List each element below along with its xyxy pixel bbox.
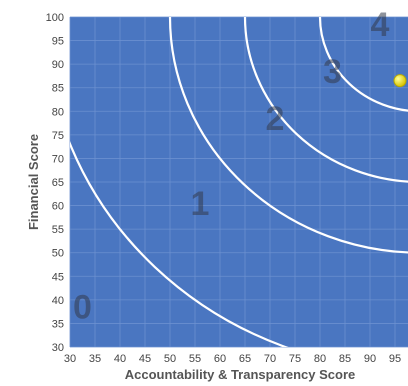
x-tick-label: 35 xyxy=(89,353,101,365)
y-tick-label: 30 xyxy=(52,342,64,354)
x-tick-label: 30 xyxy=(64,353,76,365)
x-tick-label: 85 xyxy=(339,353,351,365)
data-points xyxy=(393,74,407,88)
y-axis-title: Financial Score xyxy=(26,134,41,230)
y-tick-label: 75 xyxy=(52,130,64,142)
y-tick-label: 80 xyxy=(52,106,64,118)
y-tick-label: 85 xyxy=(52,83,64,95)
y-tick-label: 50 xyxy=(52,248,64,260)
y-tick-label: 65 xyxy=(52,177,64,189)
y-tick-label: 100 xyxy=(46,12,64,24)
zone-labels: 0 1 234 xyxy=(73,6,390,327)
x-tick-label: 40 xyxy=(114,353,126,365)
x-tick-label: 65 xyxy=(239,353,251,365)
x-tick-label: 45 xyxy=(139,353,151,365)
x-tick-label: 55 xyxy=(189,353,201,365)
x-tick-label: 90 xyxy=(364,353,376,365)
grid-lines xyxy=(69,16,408,348)
x-tick-label: 50 xyxy=(164,353,176,365)
y-axis-ticks: 30 35 40 45 50 55 60 65 70 75 80 85 90 95 100 xyxy=(46,12,64,354)
zone-label-0: 0 xyxy=(73,289,92,327)
y-tick-label: 95 xyxy=(52,36,64,48)
zone-label-1: 1 xyxy=(191,185,210,223)
x-tick-label: 60 xyxy=(214,353,226,365)
y-tick-label: 60 xyxy=(52,201,64,213)
y-tick-label: 90 xyxy=(52,59,64,71)
zone-label-2: 2 xyxy=(266,100,285,138)
zone-label-3: 3 xyxy=(323,53,342,91)
y-tick-label: 35 xyxy=(52,318,64,330)
x-tick-label: 80 xyxy=(314,353,326,365)
y-tick-label: 55 xyxy=(52,224,64,236)
x-tick-label: 75 xyxy=(289,353,301,365)
zone-label-4: 4 xyxy=(371,6,390,44)
x-axis-title: Accountability & Transparency Score xyxy=(125,367,355,382)
x-tick-label: 95 xyxy=(389,353,401,365)
y-tick-label: 40 xyxy=(52,295,64,307)
y-tick-label: 45 xyxy=(52,271,64,283)
data-point xyxy=(393,74,407,88)
x-tick-label: 70 xyxy=(264,353,276,365)
y-tick-label: 70 xyxy=(52,153,64,165)
